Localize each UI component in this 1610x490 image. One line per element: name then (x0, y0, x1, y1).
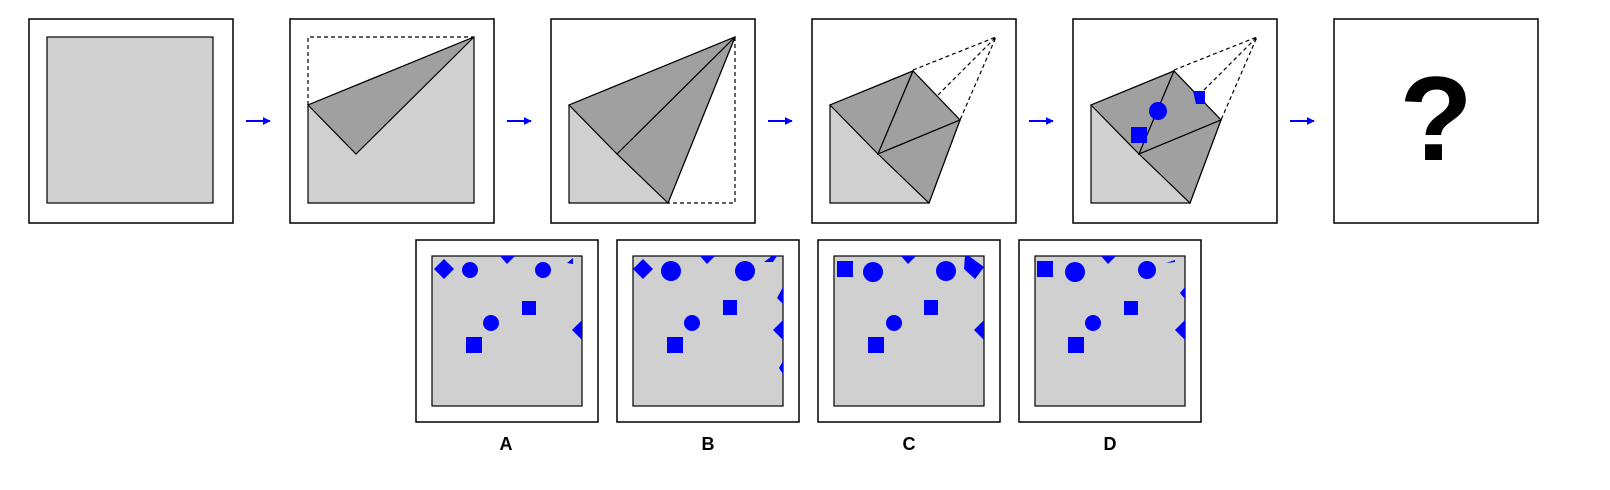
diamond-hole (964, 256, 984, 279)
diamond-hole-partial (1166, 260, 1175, 263)
circle-hole (886, 315, 902, 331)
question-mark: ? (1399, 52, 1472, 186)
square-hole (868, 337, 884, 353)
square-hole (1037, 261, 1053, 277)
option-d[interactable]: D (1018, 239, 1202, 454)
option-label: C (903, 434, 916, 454)
diamond-hole-partial (500, 256, 515, 264)
square-hole (837, 261, 853, 277)
folded-flap (876, 118, 962, 205)
circle-hole-partial (779, 361, 783, 374)
circle-hole (661, 261, 681, 281)
option-label: D (1104, 434, 1117, 454)
circle-hole (462, 262, 478, 278)
fold-step-3 (550, 18, 756, 224)
fold-step-5 (1072, 18, 1278, 224)
square-hole (1068, 337, 1084, 353)
circle-hole (1149, 102, 1167, 120)
fold-step-1 (28, 18, 234, 224)
circle-hole (1065, 262, 1085, 282)
circle-hole (735, 261, 755, 281)
circle-hole (535, 262, 551, 278)
option-b[interactable]: B (616, 239, 800, 454)
option-c[interactable]: C (817, 239, 1001, 454)
square-hole (522, 301, 536, 315)
dashed-original-outline (668, 37, 736, 204)
dashed-original-outline (307, 36, 474, 105)
circle-hole (936, 261, 956, 281)
fold-step-4 (811, 18, 1017, 224)
diamond-hole-partial (901, 256, 916, 264)
square-hole (1131, 127, 1147, 143)
shape-hole-partial (1180, 287, 1185, 299)
unfolded-paper (632, 255, 784, 407)
folded-flap (1137, 118, 1223, 205)
paper-sheet (46, 36, 214, 204)
folded-flap (306, 36, 475, 155)
diamond-hole-partial (700, 256, 715, 264)
unfolded-paper (1034, 255, 1186, 407)
square-hole (1124, 301, 1138, 315)
square-hole (924, 300, 938, 315)
option-label: B (702, 434, 715, 454)
circle-hole (1085, 315, 1101, 331)
diamond-hole-partial (572, 320, 582, 340)
circle-hole (684, 315, 700, 331)
circle-hole (483, 315, 499, 331)
diamond-hole-partial (567, 258, 573, 264)
square-hole (723, 300, 737, 315)
diamond-hole (633, 259, 653, 279)
unfolded-paper (833, 255, 985, 407)
answer-placeholder: ? (1333, 18, 1539, 224)
dashed-original-outline (912, 35, 998, 121)
square-hole (466, 337, 482, 353)
folded-flap (616, 36, 736, 205)
step-frame (1333, 18, 1539, 224)
option-label: A (500, 434, 513, 454)
diamond-hole-partial (764, 256, 777, 262)
fold-step-2 (289, 18, 495, 224)
option-a[interactable]: A (415, 239, 599, 454)
diamond-hole-partial (1175, 320, 1185, 340)
square-hole-partial (1193, 91, 1205, 104)
unfolded-paper (431, 255, 583, 407)
circle-hole (1138, 261, 1156, 279)
dashed-original-outline (1173, 35, 1259, 121)
square-hole (667, 337, 683, 353)
circle-hole (863, 262, 883, 282)
diamond-hole-partial (1101, 256, 1116, 264)
diamond-hole-partial (773, 320, 783, 340)
diamond-hole (434, 259, 454, 279)
shape-hole-partial (777, 287, 783, 304)
diamond-hole-partial (974, 320, 984, 340)
